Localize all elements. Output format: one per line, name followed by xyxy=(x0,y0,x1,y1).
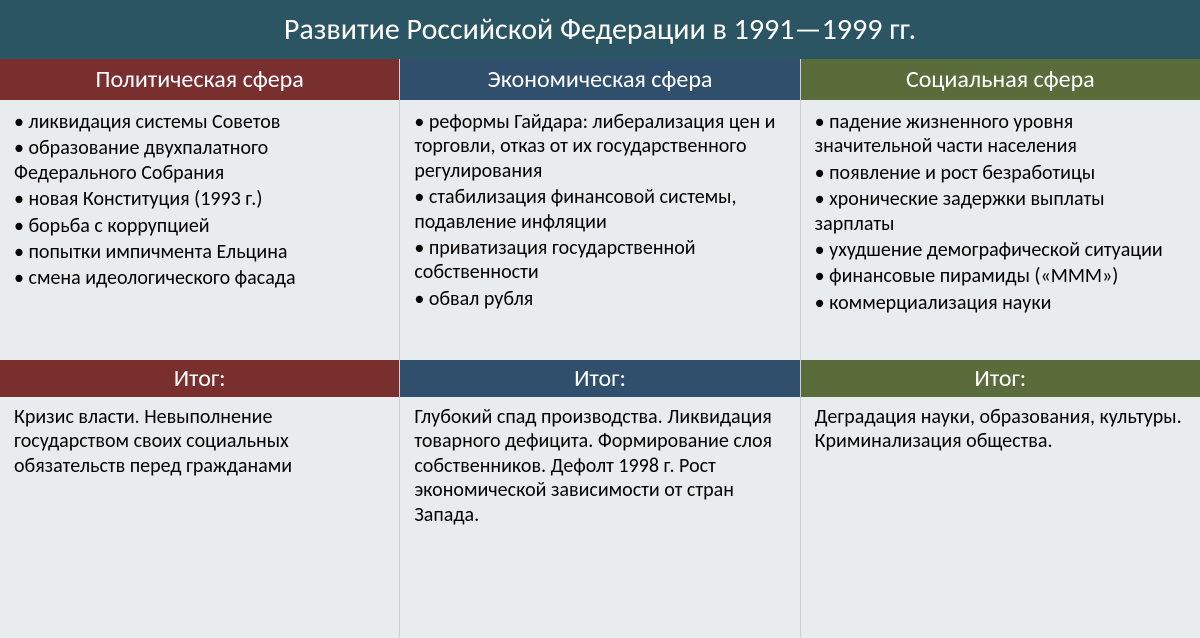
list-item: ухудшение демографической ситуации xyxy=(815,238,1186,262)
col-result-political: Кризис власти. Невыполнение государством… xyxy=(0,397,400,638)
list-item: борьба с коррупцией xyxy=(14,214,385,238)
result-label-economic: Итог: xyxy=(400,360,799,397)
list-item: реформы Гайдара: либерализация цен и тор… xyxy=(414,110,785,183)
col-body-social: падение жизненного уровня значительной ч… xyxy=(801,100,1200,360)
body-economic: реформы Гайдара: либерализация цен и тор… xyxy=(400,100,799,360)
result-headers-row: Итог: Итог: Итог: xyxy=(0,360,1200,397)
col-header-social: Социальная сфера xyxy=(801,59,1200,100)
list-item: обвал рубля xyxy=(414,287,785,311)
list-item: попытки импичмента Ельцина xyxy=(14,240,385,264)
list-item: ликвидация системы Советов xyxy=(14,110,385,134)
col-result-h-political: Итог: xyxy=(0,360,400,397)
list-social: падение жизненного уровня значительной ч… xyxy=(815,110,1186,315)
col-header-economic: Экономическая сфера xyxy=(400,59,799,100)
result-body-row: Кризис власти. Невыполнение государством… xyxy=(0,397,1200,638)
col-header-political: Политическая сфера xyxy=(0,59,399,100)
list-item: коммерциализация науки xyxy=(815,291,1186,315)
body-row: ликвидация системы Советовобразование дв… xyxy=(0,100,1200,360)
col-result-economic: Глубокий спад производства. Ликвидация т… xyxy=(400,397,800,638)
col-result-h-social: Итог: xyxy=(801,360,1200,397)
result-text-political: Кризис власти. Невыполнение государством… xyxy=(0,397,399,486)
col-social: Социальная сфера xyxy=(801,59,1200,100)
result-text-economic: Глубокий спад производства. Ликвидация т… xyxy=(400,397,799,535)
list-item: смена идеологического фасада xyxy=(14,266,385,290)
col-economic: Экономическая сфера xyxy=(400,59,800,100)
list-item: новая Конституция (1993 г.) xyxy=(14,187,385,211)
col-body-political: ликвидация системы Советовобразование дв… xyxy=(0,100,400,360)
list-item: стабилизация финансовой системы, подавле… xyxy=(414,185,785,234)
list-item: падение жизненного уровня значительной ч… xyxy=(815,110,1186,159)
col-political: Политическая сфера xyxy=(0,59,400,100)
list-economic: реформы Гайдара: либерализация цен и тор… xyxy=(414,110,785,311)
result-text-social: Деградация науки, образования, культуры.… xyxy=(801,397,1200,462)
body-political: ликвидация системы Советовобразование дв… xyxy=(0,100,399,360)
col-result-social: Деградация науки, образования, культуры.… xyxy=(801,397,1200,638)
col-body-economic: реформы Гайдара: либерализация цен и тор… xyxy=(400,100,800,360)
col-result-h-economic: Итог: xyxy=(400,360,800,397)
list-item: приватизация государственной собственнос… xyxy=(414,236,785,285)
body-social: падение жизненного уровня значительной ч… xyxy=(801,100,1200,360)
result-label-social: Итог: xyxy=(801,360,1200,397)
list-item: хронические задержки выплаты зарплаты xyxy=(815,187,1186,236)
list-political: ликвидация системы Советовобразование дв… xyxy=(14,110,385,291)
headers-row: Политическая сфера Экономическая сфера С… xyxy=(0,59,1200,100)
result-label-political: Итог: xyxy=(0,360,399,397)
list-item: финансовые пирамиды («МММ») xyxy=(815,264,1186,288)
list-item: появление и рост безработицы xyxy=(815,161,1186,185)
main-title: Развитие Российской Федерации в 1991—199… xyxy=(0,0,1200,59)
list-item: образование двухпалатного Федерального С… xyxy=(14,136,385,185)
